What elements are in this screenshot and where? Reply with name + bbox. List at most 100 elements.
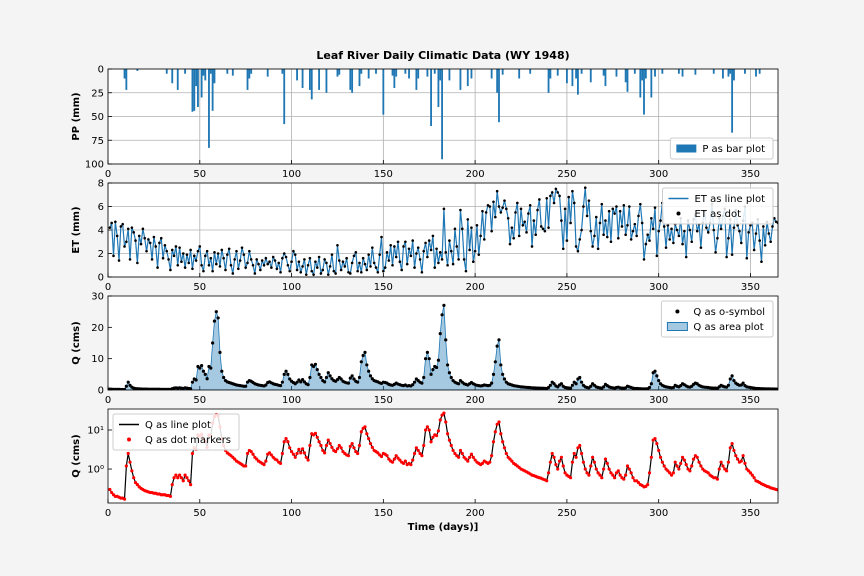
data-point bbox=[568, 386, 573, 390]
data-point bbox=[427, 428, 431, 432]
data-point bbox=[589, 384, 593, 388]
data-point bbox=[135, 482, 139, 487]
data-point bbox=[585, 471, 589, 475]
data-point bbox=[328, 441, 332, 446]
data-point bbox=[715, 477, 720, 481]
bar bbox=[712, 69, 715, 74]
data-point bbox=[550, 191, 554, 194]
data-point bbox=[350, 261, 354, 265]
data-point bbox=[218, 350, 222, 354]
bar bbox=[417, 69, 420, 79]
data-point bbox=[690, 240, 694, 244]
data-point bbox=[514, 211, 517, 214]
data-point bbox=[148, 241, 152, 245]
data-point bbox=[297, 260, 301, 264]
axes-frame bbox=[107, 182, 779, 278]
data-point bbox=[431, 435, 435, 439]
data-point bbox=[130, 469, 134, 473]
data-point bbox=[624, 233, 627, 236]
data-point bbox=[374, 266, 378, 269]
data-point bbox=[493, 360, 497, 364]
data-point bbox=[598, 221, 602, 225]
data-point bbox=[205, 249, 209, 253]
y-tick-label: 75 bbox=[91, 136, 104, 147]
data-point bbox=[336, 243, 339, 247]
data-point bbox=[574, 382, 578, 386]
data-point bbox=[719, 227, 723, 231]
data-point bbox=[412, 380, 417, 384]
data-point bbox=[484, 211, 488, 214]
y-tick-label: 25 bbox=[91, 88, 104, 99]
data-point bbox=[112, 254, 115, 258]
data-point bbox=[434, 365, 439, 370]
data-point bbox=[288, 377, 292, 381]
data-point bbox=[732, 448, 736, 453]
y-tick-label: 0 bbox=[98, 386, 104, 397]
data-point bbox=[311, 364, 316, 369]
data-point bbox=[468, 248, 471, 252]
data-point bbox=[352, 446, 356, 450]
data-point bbox=[319, 443, 323, 448]
data-point bbox=[572, 201, 576, 205]
x-tick-label: 150 bbox=[374, 508, 393, 519]
data-point bbox=[649, 455, 653, 459]
data-point bbox=[635, 234, 638, 238]
bar bbox=[367, 69, 370, 79]
data-point bbox=[209, 256, 213, 260]
bar bbox=[248, 69, 251, 79]
data-point bbox=[699, 464, 703, 468]
data-point bbox=[727, 236, 730, 240]
data-point bbox=[490, 381, 494, 385]
y-axis-label: Q (cms) bbox=[71, 321, 82, 364]
x-tick-label: 0 bbox=[105, 395, 111, 406]
data-point bbox=[604, 219, 607, 222]
bar bbox=[681, 69, 684, 77]
data-point bbox=[589, 464, 593, 468]
data-point bbox=[647, 471, 652, 475]
y-tick-label: 10⁰ bbox=[87, 465, 104, 476]
data-point bbox=[121, 222, 124, 226]
bar bbox=[529, 69, 532, 74]
data-point bbox=[582, 205, 585, 208]
data-point bbox=[730, 441, 734, 446]
bar bbox=[395, 69, 398, 77]
data-point bbox=[429, 372, 433, 376]
data-point bbox=[211, 269, 214, 273]
data-point bbox=[433, 266, 437, 269]
data-point bbox=[376, 271, 380, 274]
data-point bbox=[495, 422, 499, 426]
y-axis-label: PP (mm) bbox=[71, 92, 82, 140]
data-point bbox=[470, 226, 473, 229]
data-point bbox=[488, 383, 492, 387]
data-point bbox=[292, 249, 295, 253]
legend-swatch bbox=[676, 211, 681, 216]
data-point bbox=[137, 234, 141, 238]
data-point bbox=[736, 457, 740, 461]
data-point bbox=[649, 382, 653, 386]
y-tick-label: 8 bbox=[98, 179, 104, 190]
data-point bbox=[291, 452, 295, 456]
bar bbox=[604, 69, 607, 87]
data-point bbox=[264, 383, 268, 387]
data-point bbox=[552, 455, 556, 459]
data-point bbox=[771, 225, 774, 228]
data-point bbox=[145, 249, 148, 253]
bar bbox=[171, 69, 174, 84]
data-point bbox=[352, 377, 356, 381]
data-point bbox=[189, 482, 193, 487]
data-point bbox=[699, 246, 703, 249]
data-point bbox=[536, 208, 539, 212]
data-point bbox=[190, 451, 195, 456]
bar bbox=[470, 69, 473, 79]
data-point bbox=[248, 249, 251, 253]
data-point bbox=[679, 461, 683, 465]
data-point bbox=[365, 363, 369, 367]
data-point bbox=[447, 371, 452, 375]
data-point bbox=[244, 384, 248, 388]
x-tick-label: 350 bbox=[741, 282, 760, 293]
data-point bbox=[315, 368, 319, 372]
x-tick-label: 50 bbox=[193, 508, 206, 519]
bar bbox=[338, 69, 341, 75]
data-point bbox=[178, 246, 181, 249]
